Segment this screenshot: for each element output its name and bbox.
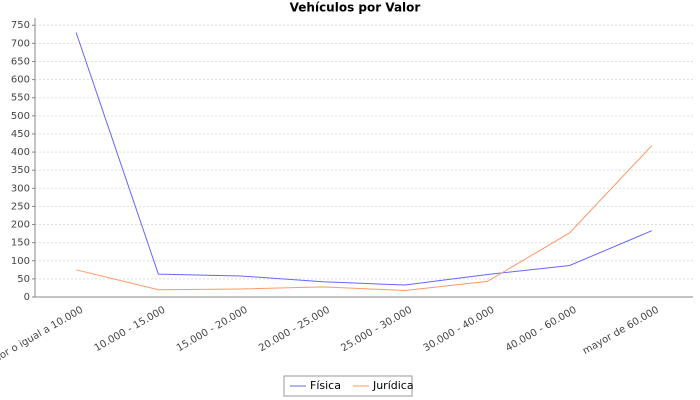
- y-tick-label: 150: [11, 238, 30, 249]
- y-tick-label: 600: [11, 75, 30, 86]
- y-tick-label: 300: [11, 183, 30, 194]
- y-tick-label: 700: [11, 38, 30, 49]
- y-tick-label: 550: [11, 93, 30, 104]
- legend-box: [283, 375, 413, 397]
- y-tick-label: 200: [11, 220, 30, 231]
- y-tick-label: 400: [11, 147, 30, 158]
- y-tick-label: 250: [11, 201, 30, 212]
- legend: Física Jurídica: [283, 375, 414, 397]
- y-tick-label: 450: [11, 129, 30, 140]
- y-tick-label: 50: [17, 274, 30, 285]
- y-tick-label: 500: [11, 111, 30, 122]
- legend-label: Física: [310, 379, 341, 392]
- y-tick-label: 350: [11, 165, 30, 176]
- y-tick-label: 650: [11, 56, 30, 67]
- y-tick-label: 0: [24, 292, 30, 303]
- y-tick-label: 750: [11, 20, 30, 31]
- line-series: [75, 32, 653, 286]
- y-tick-label: 100: [11, 256, 30, 267]
- line-series: [76, 145, 653, 291]
- chart-title: Vehículos por Valor: [290, 1, 421, 15]
- legend-label: Jurídica: [372, 379, 414, 392]
